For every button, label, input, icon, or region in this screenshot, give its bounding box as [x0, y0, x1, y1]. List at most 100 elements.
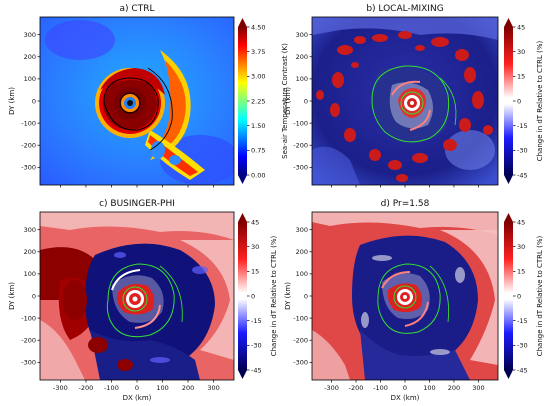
panel-a-colorbar-tick-label: 1.50 — [251, 122, 265, 130]
panel-d-xlabel: DX (km) — [391, 394, 420, 402]
panel-d-colorbar — [504, 222, 513, 370]
panel-b-ytick-label: 100 — [296, 75, 308, 83]
panel-c-colorbar-max-arrow — [238, 213, 247, 222]
panel-b-colorbar-tick-label: -45 — [517, 171, 528, 179]
panel-c-ytick-label: 200 — [24, 248, 36, 256]
panel-b-colorbar-tick-label: -15 — [517, 122, 528, 130]
panel-a-ytick-label: -100 — [21, 119, 36, 127]
panel-b-ytick-label: -200 — [293, 142, 308, 150]
panel-d-ytick-label: -200 — [293, 337, 308, 345]
panel-b-colorbar-tick-label: 30 — [517, 48, 525, 56]
panel-a-colorbar-tick-label: 3.75 — [251, 48, 265, 56]
panel-c-colorbar-tick-label: -30 — [251, 342, 262, 350]
panel-a-colorbar-tick-label: 4.50 — [251, 23, 265, 31]
panel-a-colorbar-ticks: 4.50 3.75 3.00 2.25 1.50 0.75 0.00 — [247, 23, 265, 179]
panel-c-xtick-label: 0 — [135, 384, 139, 392]
panel-a-colorbar-tick-label: 2.25 — [251, 97, 265, 105]
panel-c-colorbar — [238, 222, 247, 370]
panel-c-ytick-label: -100 — [21, 314, 36, 322]
panel-d-ytick-label: 100 — [296, 270, 308, 278]
panel-b-ytick-label: 300 — [296, 31, 308, 39]
panel-d-field — [312, 212, 498, 380]
panel-c-ytick-label: -200 — [21, 337, 36, 345]
panel-a-colorbar-tick-label: 0.00 — [251, 171, 265, 179]
panel-a-colorbar-tick-label: 3.00 — [251, 73, 265, 81]
panel-b-ytick-label: 0 — [304, 97, 308, 105]
panel-c-ytick-label: -300 — [21, 359, 36, 367]
panel-b-ylabel: DY (km) — [284, 87, 292, 115]
panel-c-ytick-label: 100 — [24, 270, 36, 278]
panel-d-xtick-label: -100 — [373, 384, 388, 392]
panel-c-ytick-label: 300 — [24, 226, 36, 234]
panel-b-field — [312, 17, 498, 185]
panel-b-ytick-label: 200 — [296, 53, 308, 61]
panel-b-colorbar-tick-label: 45 — [517, 23, 525, 31]
panel-b-colorbar-min-arrow — [504, 175, 513, 184]
panel-c-colorbar-ticks: 45 30 15 0 -15 -30 -45 — [247, 218, 262, 374]
panel-a-colorbar — [238, 27, 247, 175]
panel-c-xlabel: DX (km) — [123, 394, 152, 402]
panel-b-colorbar-max-arrow — [504, 18, 513, 27]
panel-c-colorbar-tick-label: 45 — [251, 218, 259, 226]
panel-c-ytick-label: 0 — [32, 292, 36, 300]
panel-c-field — [40, 212, 234, 380]
panel-a-field — [40, 17, 234, 185]
panel-d-colorbar-max-arrow — [504, 213, 513, 222]
panel-c-xtick-label: -300 — [53, 384, 68, 392]
panel-b-y-axis: 300 200 100 0 -100 -200 -300 — [293, 31, 479, 188]
panel-c-xtick-label: 100 — [156, 384, 168, 392]
panel-c-xtick-label: -200 — [79, 384, 94, 392]
panel-d-ytick-label: -100 — [293, 314, 308, 322]
panel-c-ylabel: DY (km) — [8, 282, 16, 310]
panel-a-ytick-label: 0 — [32, 97, 36, 105]
panel-c-axes: 300 200 100 0 -100 -200 -300 -300 -200 -100 0 100 20… — [21, 226, 220, 392]
panel-a-colorbar-min-arrow — [238, 175, 247, 184]
panel-d-colorbar-tick-label: -45 — [517, 366, 528, 374]
panel-d-colorbar-tick-label: 45 — [517, 218, 525, 226]
panel-d-xtick-label: 200 — [448, 384, 460, 392]
panel-c-colorbar-tick-label: 15 — [251, 268, 259, 276]
panel-a-colorbar-tick-label: 0.75 — [251, 147, 265, 155]
panel-d-xtick-label: -200 — [349, 384, 364, 392]
panel-d-colorbar-tick-label: -15 — [517, 317, 528, 325]
panel-b-colorbar-ticks: 45 30 15 0 -15 -30 -45 — [513, 23, 528, 179]
panel-a-y-axis: 300 200 100 0 -100 -200 -300 — [21, 31, 214, 188]
panel-d-colorbar-label: Change in dT Relative to CTRL (%) — [536, 235, 544, 356]
panel-b-ytick-label: -300 — [293, 164, 308, 172]
panel-c-colorbar-tick-label: -45 — [251, 366, 262, 374]
panel-b-title: b) LOCAL-MIXING — [366, 4, 444, 14]
panel-d-ytick-label: 300 — [296, 226, 308, 234]
panel-c-xtick-label: 200 — [182, 384, 194, 392]
panel-b-ytick-label: -100 — [293, 119, 308, 127]
panel-d-title: d) Pr=1.58 — [380, 199, 430, 209]
panel-c-colorbar-label: Change in dT Relative to CTRL (%) — [270, 235, 278, 356]
panel-a-title: a) CTRL — [119, 4, 155, 14]
panel-c-colorbar-tick-label: 0 — [251, 292, 255, 300]
panel-d-xtick-label: -300 — [324, 384, 339, 392]
panel-b-colorbar — [504, 27, 513, 175]
panel-c-xtick-label: -100 — [104, 384, 119, 392]
panel-a-ytick-label: -300 — [21, 164, 36, 172]
panel-d-colorbar-tick-label: 15 — [517, 268, 525, 276]
panel-d-axes: 300 200 100 0 -100 -200 -300 -300 -200 -100 0 100 20… — [293, 226, 484, 392]
panel-d-ytick-label: 200 — [296, 248, 308, 256]
panel-a-colorbar-max-arrow — [238, 18, 247, 27]
panel-b-colorbar-tick-label: -30 — [517, 147, 528, 155]
panel-c-colorbar-tick-label: 30 — [251, 243, 259, 251]
panel-d-xtick-label: 100 — [423, 384, 435, 392]
panel-d-colorbar-tick-label: 30 — [517, 243, 525, 251]
panel-a-ytick-label: 300 — [24, 31, 36, 39]
panel-c-colorbar-min-arrow — [238, 370, 247, 379]
panel-b-colorbar-tick-label: 15 — [517, 73, 525, 81]
panel-a-colorbar-label: Sea-air Temperature Contrast (K) — [281, 43, 289, 159]
panel-d-ytick-label: 0 — [304, 292, 308, 300]
panel-d-colorbar-tick-label: -30 — [517, 342, 528, 350]
panel-b-colorbar-label: Change in dT Relative to CTRL (%) — [536, 40, 544, 161]
panel-c-xtick-label: 300 — [207, 384, 219, 392]
panel-a-ytick-label: 100 — [24, 75, 36, 83]
panel-d-ytick-label: -300 — [293, 359, 308, 367]
panel-a-ytick-label: 200 — [24, 53, 36, 61]
panel-a-ylabel: DY (km) — [8, 87, 16, 115]
panel-d-xtick-label: 300 — [472, 384, 484, 392]
